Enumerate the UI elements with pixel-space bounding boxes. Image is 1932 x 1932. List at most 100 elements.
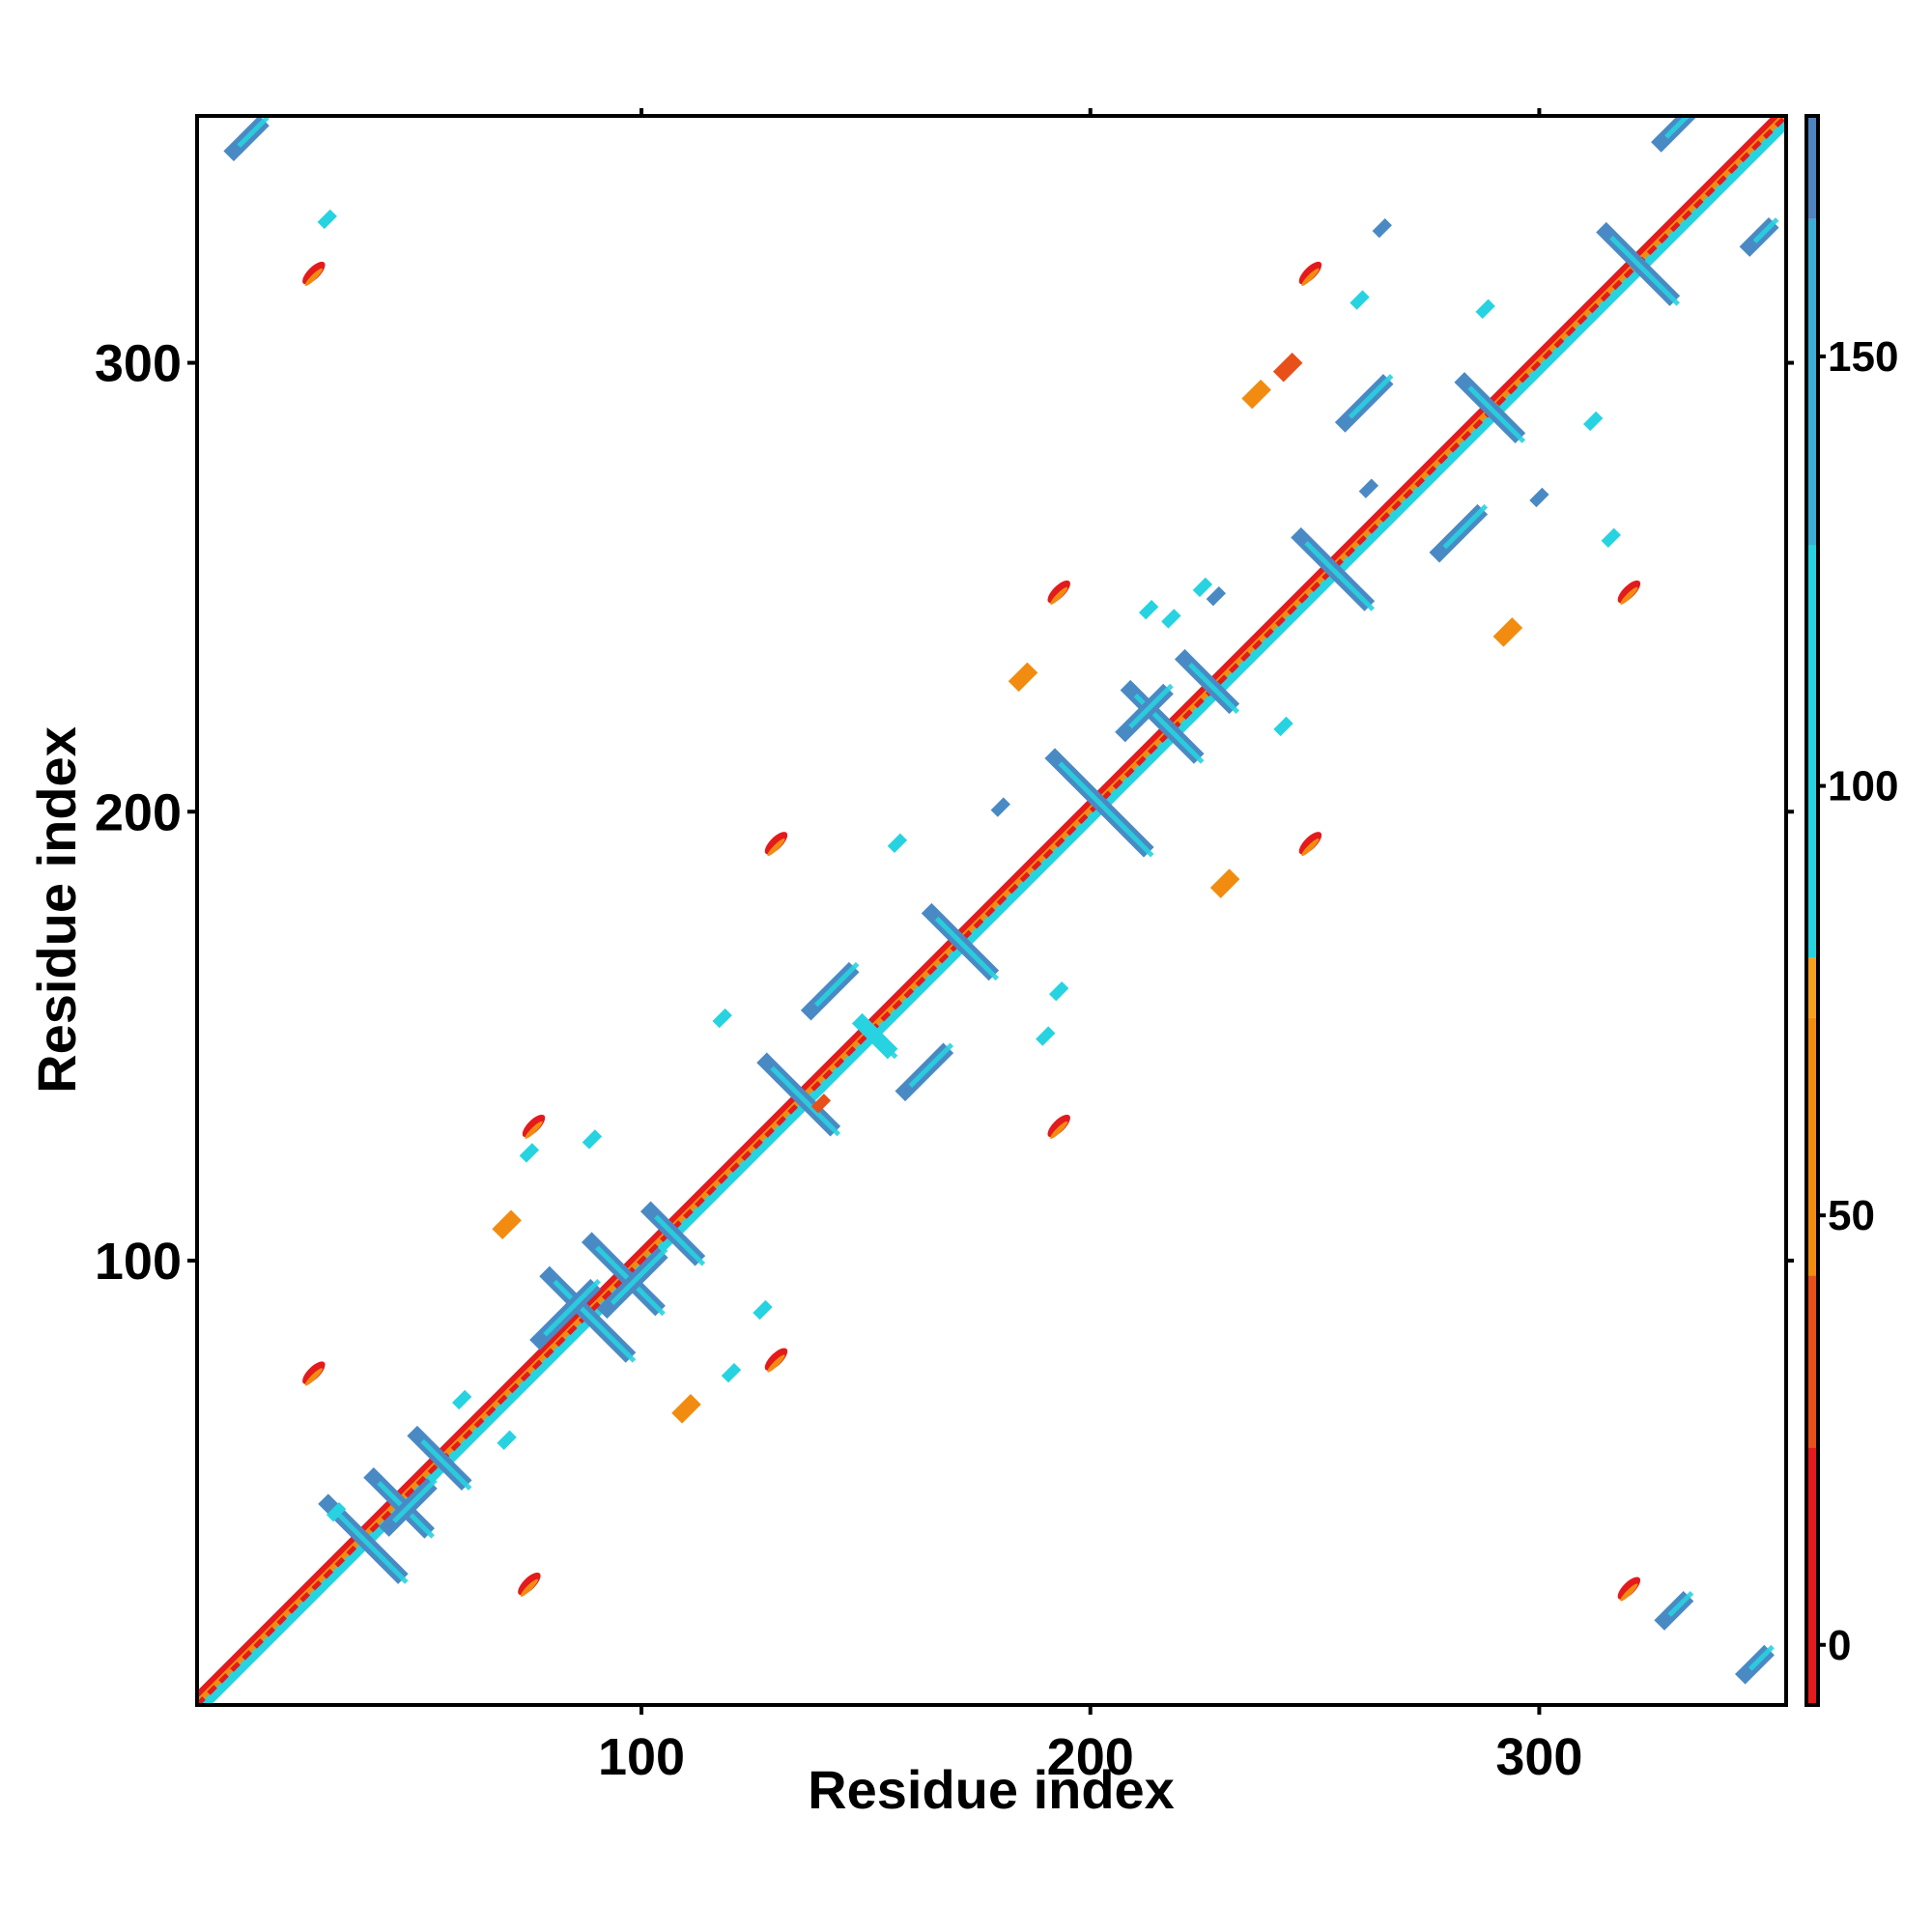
contact-spot: [1492, 617, 1523, 647]
contact-strip-edge: [392, 1478, 438, 1523]
plot-frame: [195, 114, 1788, 1707]
contact-spot: [582, 1129, 603, 1150]
contact-spot: [753, 1299, 773, 1321]
contact-spot: [1206, 586, 1227, 607]
helix-contact-blob: [302, 1361, 326, 1384]
contact-strip-edge: [1442, 503, 1489, 550]
colorbar: 0 50 100 150: [1804, 114, 1898, 1707]
contact-spot: [1372, 217, 1392, 239]
helix-contact-blob: [1047, 1114, 1070, 1138]
helix-contact-blob: [522, 1114, 546, 1138]
helix-contact-blob: [764, 1348, 788, 1371]
helix-contact-blob: [1617, 580, 1641, 604]
contact-spot: [1273, 716, 1293, 737]
diagonal-core: [197, 116, 1786, 1705]
colorbar-tick-label: 50: [1828, 1192, 1875, 1239]
y-tick-label: 100: [95, 1233, 182, 1291]
x-axis-title: Residue index: [808, 1759, 1175, 1820]
helix-contact-blob-edge: [1050, 1121, 1068, 1139]
contact-strip-edge: [1748, 1644, 1775, 1671]
helix-contact-blob-edge: [1050, 586, 1068, 605]
helix-contact-blob-edge: [525, 1121, 543, 1139]
colorbar-band: [1806, 1275, 1818, 1448]
colorbar-band: [1806, 1017, 1818, 1276]
contact-spot: [1161, 609, 1181, 629]
contact-strip-edge: [866, 1026, 898, 1060]
colorbar-band: [1806, 116, 1818, 219]
colorbar-bands: [1806, 116, 1818, 1705]
helix-contact-blob: [518, 1572, 541, 1596]
helix-contact-blob-edge: [304, 268, 323, 286]
contact-strip-edge: [331, 1507, 409, 1584]
heatmap-plot-area: [197, 116, 1786, 1705]
contact-features: [223, 116, 1779, 1685]
helix-contact-blob-edge: [767, 1354, 785, 1373]
contact-spot: [712, 1008, 732, 1029]
contact-strip-edge: [1304, 540, 1376, 611]
y-tick-label: 200: [95, 783, 182, 841]
contact-spot: [497, 1430, 517, 1451]
right-axis-ticks: [1786, 360, 1794, 1263]
contact-spot: [1192, 577, 1213, 598]
contact-spot: [887, 833, 908, 853]
contact-spot: [671, 1394, 701, 1424]
helix-contact-blob: [1298, 261, 1322, 285]
colorbar-band: [1806, 218, 1818, 546]
contact-strip-edge: [908, 1042, 954, 1089]
x-tick-label: 300: [1495, 1728, 1582, 1786]
contact-spot: [1008, 662, 1038, 693]
contact-strip-edge: [420, 1438, 472, 1491]
helix-contact-blob-edge: [1301, 268, 1320, 286]
contact-spot: [1475, 298, 1495, 320]
contact-spot: [1036, 1026, 1056, 1046]
helix-contact-blob-edge: [304, 1368, 323, 1386]
y-axis: 100 200 300: [95, 335, 197, 1291]
contact-spot: [1582, 411, 1604, 432]
contact-spot: [810, 1094, 832, 1114]
contact-spot: [1529, 487, 1549, 508]
helix-contact-blob-edge: [1301, 838, 1320, 857]
contact-spot: [451, 1389, 472, 1410]
helix-contact-blob: [1047, 580, 1070, 604]
contact-spot: [721, 1362, 742, 1383]
helix-contact-blob: [302, 261, 326, 285]
contact-spot: [326, 1501, 347, 1522]
colorbar-tick-label: 150: [1828, 333, 1898, 381]
y-axis-title: Residue index: [26, 726, 87, 1094]
contact-strip-edge: [543, 1278, 601, 1337]
contact-strip-edge: [553, 1279, 637, 1363]
contact-strip-edge: [237, 116, 270, 148]
contact-spot: [317, 209, 337, 230]
contact-spot: [492, 1209, 522, 1240]
helix-contact-blob-edge: [1620, 1583, 1638, 1602]
colorbar-frame: [1804, 114, 1820, 1707]
helix-contact-blob: [1298, 832, 1322, 855]
contact-spot: [990, 797, 1010, 817]
contact-strip-edge: [1188, 662, 1240, 715]
x-axis: 100 200 300: [598, 1705, 1582, 1786]
diagonal-stripe: [197, 116, 1785, 1704]
colorbar-band: [1806, 1447, 1818, 1705]
helix-contact-blob-edge: [520, 1578, 538, 1597]
contact-spot: [1138, 599, 1159, 620]
contact-strip-edge: [934, 916, 1000, 981]
contact-spot: [1358, 478, 1379, 498]
colorbar-tick-label: 0: [1828, 1622, 1851, 1669]
contact-spot: [519, 1143, 540, 1163]
contact-strip-edge: [1467, 385, 1526, 443]
contact-strip-edge: [1667, 1591, 1694, 1617]
helix-contact-blob-edge: [1620, 586, 1638, 605]
colorbar-ticks: 0 50 100 150: [1818, 333, 1898, 1669]
contact-spot: [1272, 352, 1303, 383]
colorbar-tick-label: 100: [1828, 763, 1898, 810]
contact-strip-edge: [770, 1065, 841, 1137]
contact-spot: [1049, 980, 1069, 1002]
contact-strip-edge: [1128, 683, 1174, 729]
x-tick-label: 100: [598, 1728, 685, 1786]
contact-spot: [1209, 868, 1240, 898]
colorbar-band: [1806, 957, 1818, 1018]
top-axis-ticks: [639, 108, 1542, 116]
contact-strip-edge: [1058, 761, 1154, 858]
contact-strip-edge: [1609, 235, 1681, 306]
contact-spot: [1601, 527, 1621, 548]
